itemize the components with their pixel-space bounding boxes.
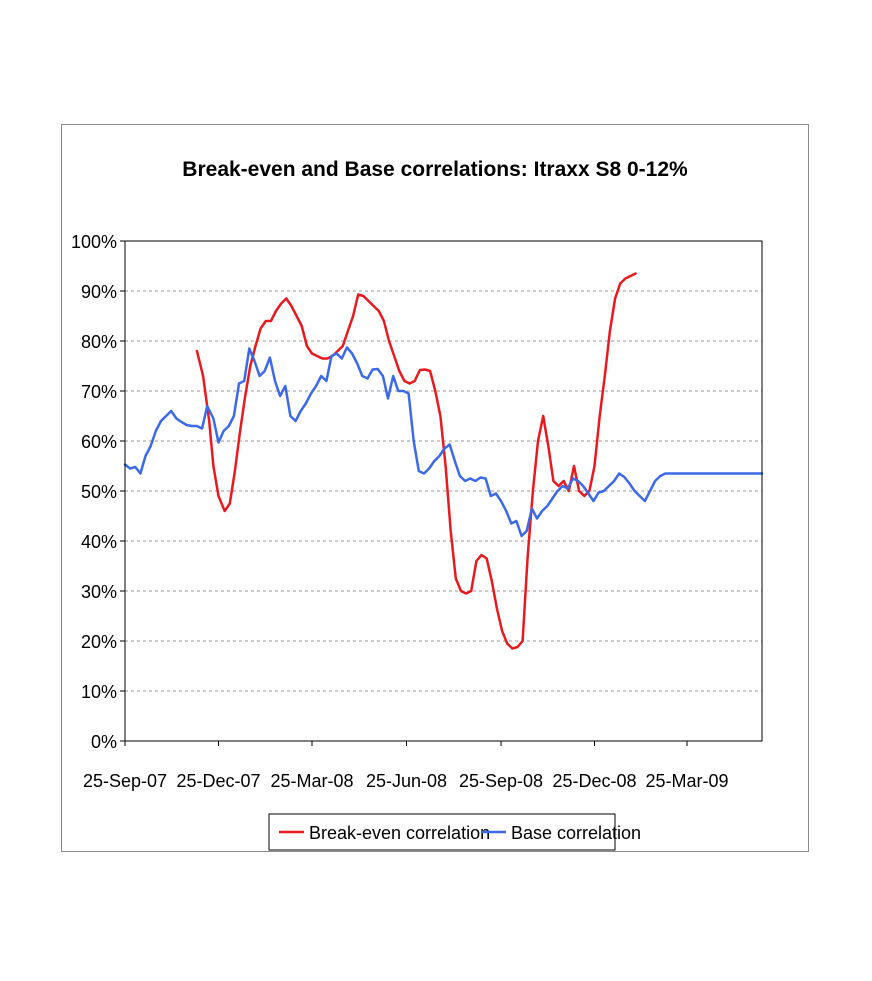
y-tick-label: 30% <box>81 582 117 602</box>
plot-border <box>124 240 763 742</box>
y-tick-label: 0% <box>91 732 117 752</box>
y-tick-label: 80% <box>81 332 117 352</box>
chart-area: Break-even and Base correlations: Itraxx… <box>61 124 809 852</box>
y-tick-label: 40% <box>81 532 117 552</box>
legend: Break-even correlation Base correlation <box>268 813 641 851</box>
legend-label: Break-even correlation <box>309 823 490 843</box>
x-tick-label: 25-Mar-08 <box>270 771 353 791</box>
series-line-break-even <box>195 272 637 650</box>
legend-label: Base correlation <box>511 823 641 843</box>
y-tick-label: 10% <box>81 682 117 702</box>
x-tick-label: 25-Dec-08 <box>553 771 637 791</box>
y-tick-label: 100% <box>71 232 117 252</box>
legend-box <box>268 813 616 851</box>
series-line-base <box>123 346 764 538</box>
x-tick-label: 25-Sep-08 <box>459 771 543 791</box>
chart-title: Break-even and Base correlations: Itraxx… <box>182 158 688 181</box>
y-tick-label: 70% <box>81 382 117 402</box>
chart-canvas: Break-even and Base correlations: Itraxx… <box>71 158 764 851</box>
y-tick-label: 90% <box>81 282 117 302</box>
series-group <box>123 272 764 650</box>
x-tick-label: 25-Mar-09 <box>645 771 728 791</box>
x-tick-label: 25-Sep-07 <box>83 771 167 791</box>
y-tick-label: 50% <box>81 482 117 502</box>
x-tick-label: 25-Dec-07 <box>176 771 260 791</box>
axes: 0% 10% 20% 30% 40% 50% 60% 70% 80% 90% 100% 25-Sep-… <box>71 232 763 791</box>
x-tick-label: 25-Jun-08 <box>366 771 447 791</box>
gridlines <box>125 290 762 692</box>
y-tick-label: 20% <box>81 632 117 652</box>
y-tick-label: 60% <box>81 432 117 452</box>
